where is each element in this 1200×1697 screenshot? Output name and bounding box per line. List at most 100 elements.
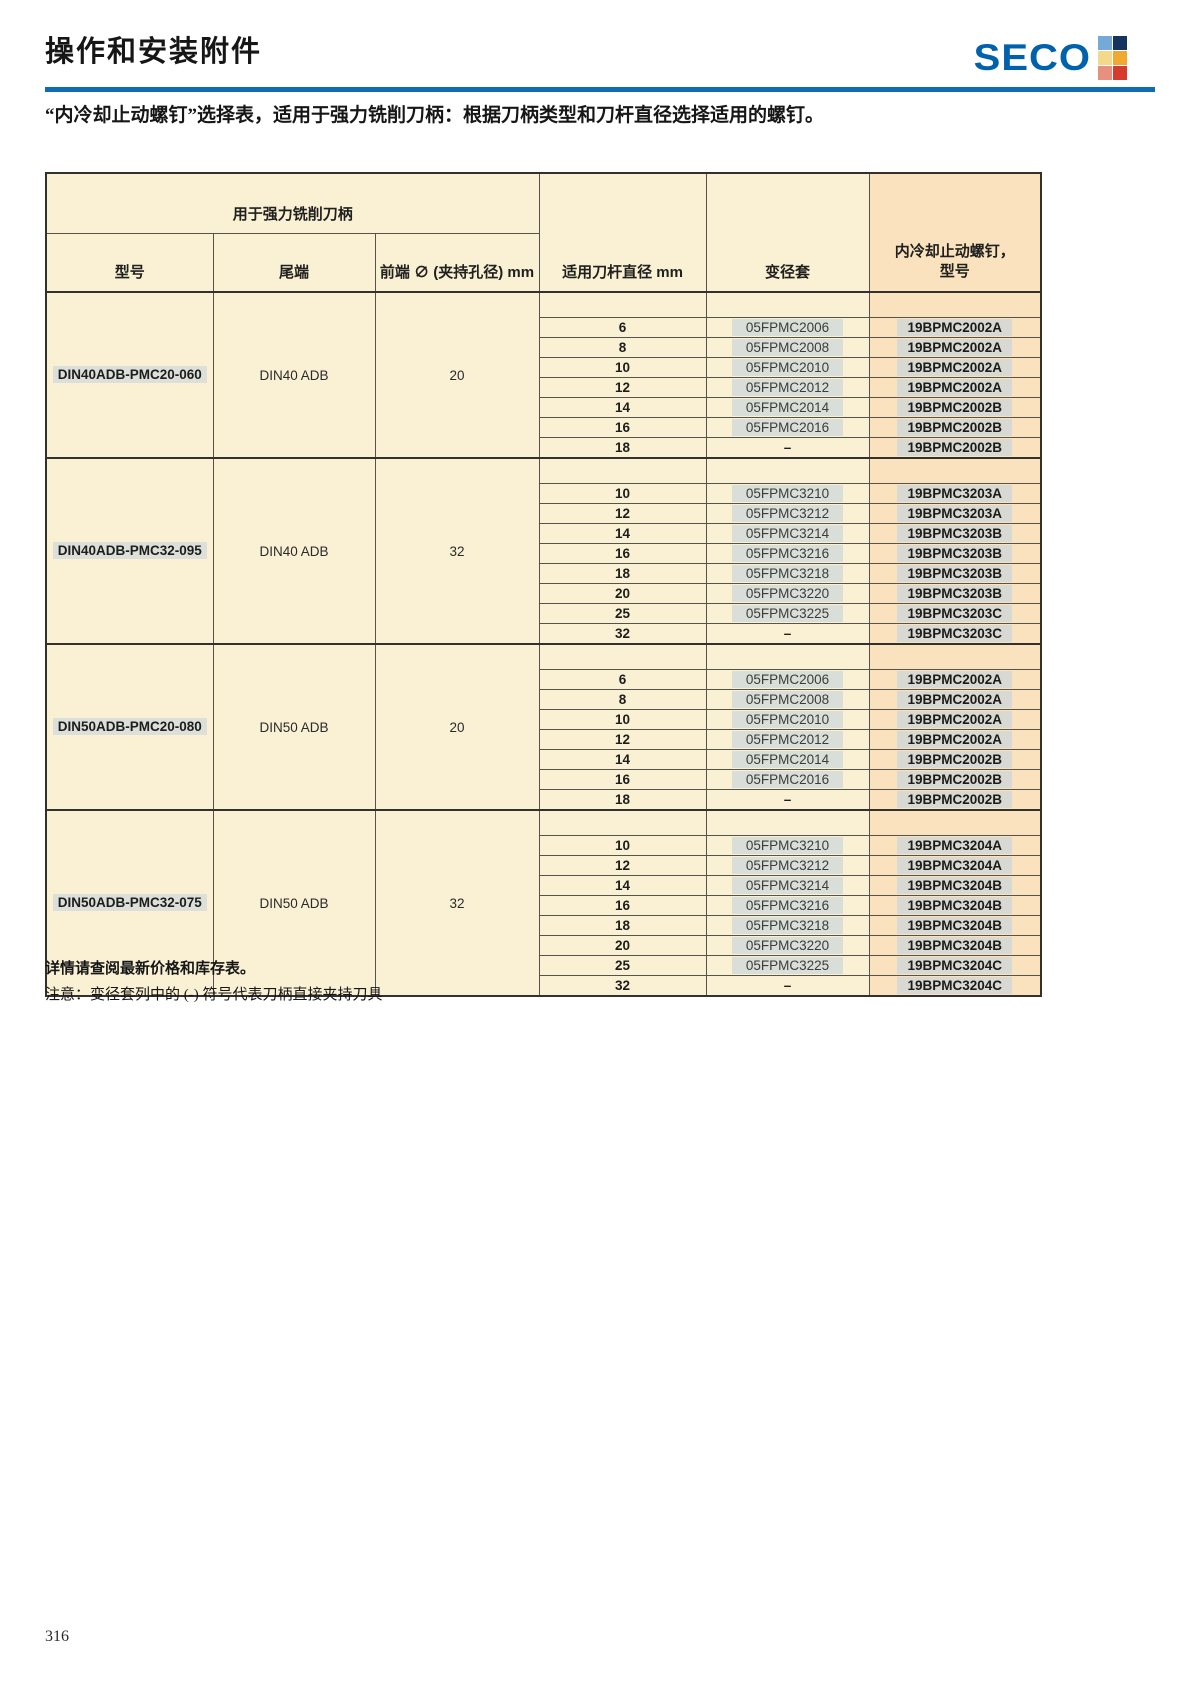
diameter-value: 12 (615, 506, 631, 521)
diameter-value: 8 (618, 692, 627, 707)
screw-cell: 19BPMC2002A (868, 689, 1042, 710)
sleeve-value: 05FPMC2006 (731, 671, 844, 688)
sleeve-value: 05FPMC3216 (731, 545, 844, 562)
shank-cell: DIN40 ADB (212, 457, 376, 645)
screw-value: 19BPMC3203B (897, 565, 1013, 582)
screw-value: 19BPMC3204B (897, 937, 1013, 954)
diameter-cell: 6 (538, 317, 707, 338)
screw-cell: 19BPMC2002A (868, 669, 1042, 690)
model-cell-text: DIN40ADB-PMC20-060 (52, 366, 207, 383)
screw-value: 19BPMC3203C (897, 605, 1013, 622)
sleeve-value: 05FPMC2010 (731, 359, 844, 376)
diameter-cell: 12 (538, 503, 707, 524)
spacer-screw-cell (868, 809, 1042, 836)
screw-value: 19BPMC2002A (897, 359, 1013, 376)
header-divider (45, 87, 1155, 92)
sleeve-value: 05FPMC3225 (731, 957, 844, 974)
table-row: 32 – 19BPMC3204C (46, 975, 1042, 997)
sleeve-cell: 05FPMC2010 (705, 357, 870, 378)
diameter-value: 25 (615, 606, 631, 621)
diameter-cell: 12 (538, 729, 707, 750)
diameter-value: 6 (618, 672, 627, 687)
column-header-shank-diameter: 适用刀杆直径 mm (538, 172, 707, 293)
spacer-sleeve-cell (705, 457, 870, 484)
screw-value: 19BPMC2002A (897, 731, 1013, 748)
sleeve-cell: – (705, 623, 870, 645)
column-header-front-bore: 前端 ∅ (夹持孔径) mm (374, 233, 540, 293)
diameter-value: 14 (615, 526, 631, 541)
model-cell-text: DIN50ADB-PMC32-075 (52, 894, 207, 911)
sleeve-value: 05FPMC2006 (731, 319, 844, 336)
screw-cell: 19BPMC2002B (868, 749, 1042, 770)
sleeve-cell: 05FPMC3220 (705, 583, 870, 604)
screw-value: 19BPMC3204B (897, 897, 1013, 914)
diameter-cell: 18 (538, 437, 707, 459)
sleeve-value: 05FPMC2016 (731, 771, 844, 788)
group-spacer-row: DIN50ADB-PMC32-075 DIN50 ADB 32 (45, 809, 1042, 997)
page-subtitle: “内冷却止动螺钉”选择表，适用于强力铣削刀柄：根据刀柄类型和刀杆直径选择适用的螺… (45, 105, 825, 126)
screw-value: 19BPMC2002A (897, 691, 1013, 708)
table-row: 14 05FPMC2014 19BPMC2002B (46, 749, 1042, 770)
table-row: 10 05FPMC3210 19BPMC3204A (46, 835, 1042, 856)
sleeve-value: 05FPMC2016 (731, 419, 844, 436)
column-header-coolant-screw-line2: 型号 (939, 263, 970, 280)
table-row: 25 05FPMC3225 19BPMC3203C (46, 603, 1042, 624)
front-cell: 20 (374, 643, 540, 811)
column-header-model: 型号 (45, 233, 214, 293)
diameter-value: 18 (615, 918, 631, 933)
group-spacer-row: DIN40ADB-PMC32-095 DIN40 ADB 32 (45, 457, 1042, 645)
shank-cell: DIN40 ADB (212, 291, 376, 459)
front-cell-text: 20 (449, 367, 465, 383)
sleeve-cell: 05FPMC3214 (705, 523, 870, 544)
logo-square (1113, 66, 1127, 80)
sleeve-cell: 05FPMC3212 (705, 855, 870, 876)
sleeve-value: 05FPMC2012 (731, 379, 844, 396)
spacer-dia-cell (538, 291, 707, 318)
shank-cell-text: DIN40 ADB (259, 543, 329, 559)
diameter-cell: 10 (538, 835, 707, 856)
diameter-cell: 8 (538, 337, 707, 358)
front-cell-text: 32 (449, 543, 465, 559)
column-header-reduction-sleeve: 变径套 (705, 172, 870, 293)
diameter-cell: 12 (538, 855, 707, 876)
diameter-value: 20 (615, 586, 631, 601)
seco-logo: SECO (974, 36, 1127, 80)
sleeve-cell: 05FPMC2016 (705, 417, 870, 438)
sleeve-cell: 05FPMC2014 (705, 397, 870, 418)
sleeve-value: 05FPMC3214 (731, 877, 844, 894)
screw-value: 19BPMC3204A (897, 837, 1013, 854)
screw-value: 19BPMC3204B (897, 917, 1013, 934)
spacer-screw-cell (868, 291, 1042, 318)
table-row: 6 05FPMC2006 19BPMC2002A (46, 317, 1042, 338)
sleeve-cell: 05FPMC3216 (705, 895, 870, 916)
screw-value: 19BPMC3204B (897, 877, 1013, 894)
screw-cell: 19BPMC2002B (868, 769, 1042, 790)
logo-square (1098, 66, 1112, 80)
screw-cell: 19BPMC3203C (868, 603, 1042, 624)
screw-cell: 19BPMC3203A (868, 483, 1042, 504)
sleeve-cell: 05FPMC2008 (705, 337, 870, 358)
sleeve-cell: 05FPMC3216 (705, 543, 870, 564)
table-row: 8 05FPMC2008 19BPMC2002A (46, 337, 1042, 358)
diameter-cell: 16 (538, 417, 707, 438)
diameter-value: 16 (615, 420, 631, 435)
table-row: 18 05FPMC3218 19BPMC3203B (46, 563, 1042, 584)
sleeve-cell: 05FPMC3212 (705, 503, 870, 524)
band-header-holders: 用于强力铣削刀柄 (45, 172, 540, 234)
note-price-stock: 详情请查阅最新价格和库存表。 (45, 961, 256, 977)
screw-cell: 19BPMC2002B (868, 417, 1042, 438)
diameter-value: 20 (615, 938, 631, 953)
sleeve-cell: 05FPMC2008 (705, 689, 870, 710)
screw-cell: 19BPMC2002A (868, 729, 1042, 750)
spacer-dia-cell (538, 643, 707, 670)
screw-cell: 19BPMC3204B (868, 935, 1042, 956)
screw-value: 19BPMC3203B (897, 585, 1013, 602)
shank-cell-text: DIN50 ADB (259, 719, 329, 735)
screw-cell: 19BPMC3204B (868, 915, 1042, 936)
sleeve-value: 05FPMC3225 (731, 605, 844, 622)
sleeve-cell: – (705, 789, 870, 811)
shank-cell: DIN50 ADB (212, 643, 376, 811)
diameter-cell: 18 (538, 915, 707, 936)
diameter-cell: 14 (538, 397, 707, 418)
screw-cell: 19BPMC3204B (868, 895, 1042, 916)
